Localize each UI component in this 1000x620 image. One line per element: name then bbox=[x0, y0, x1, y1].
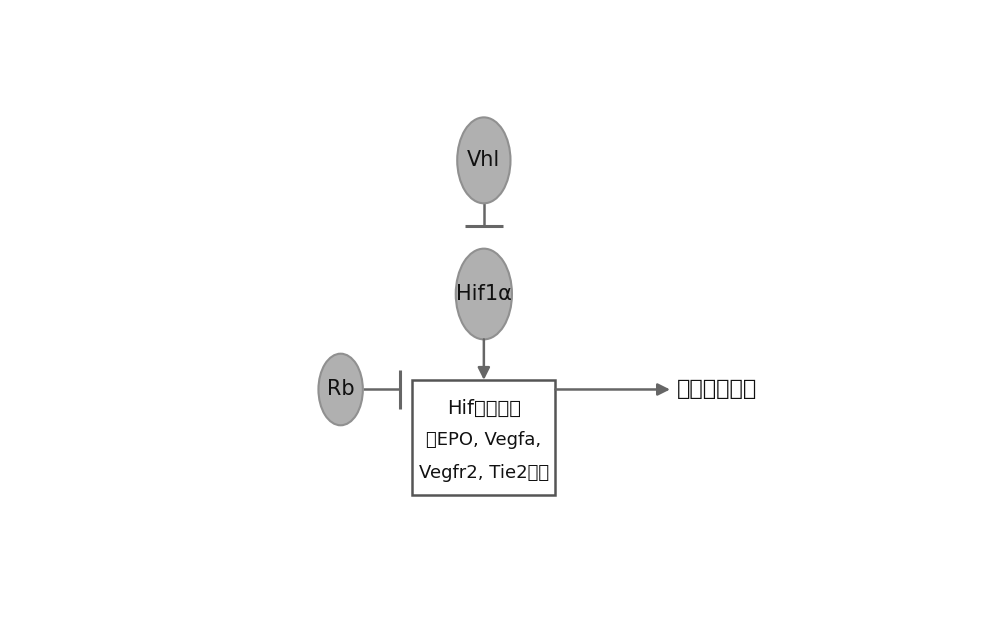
Ellipse shape bbox=[457, 117, 510, 203]
Text: Rb: Rb bbox=[327, 379, 354, 399]
Ellipse shape bbox=[318, 353, 363, 425]
Text: Hif1α: Hif1α bbox=[456, 284, 512, 304]
Text: 新生血管形成: 新生血管形成 bbox=[677, 379, 757, 399]
Text: Vegfr2, Tie2等）: Vegfr2, Tie2等） bbox=[419, 464, 549, 482]
Text: Hif下游基因: Hif下游基因 bbox=[447, 399, 521, 417]
Text: Vhl: Vhl bbox=[467, 150, 500, 170]
Ellipse shape bbox=[456, 249, 512, 339]
Text: （EPO, Vegfa,: （EPO, Vegfa, bbox=[426, 432, 541, 450]
Bar bbox=[412, 380, 555, 495]
